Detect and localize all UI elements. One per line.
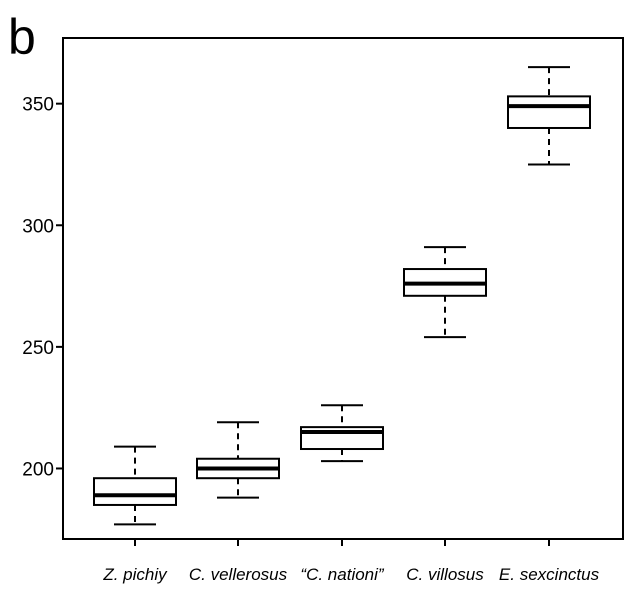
box-3 — [300, 404, 384, 463]
y-tick-label: 350 — [22, 95, 54, 116]
y-tick-label: 300 — [22, 216, 54, 237]
box-4 — [403, 246, 487, 339]
y-tick-label: 200 — [22, 459, 54, 480]
x-tick-label: “C. nationi” — [300, 565, 384, 584]
x-tick-label: C. vellerosus — [189, 565, 288, 584]
x-tick-label: C. villosus — [406, 565, 484, 584]
iqr-box — [507, 95, 591, 129]
y-axis: 200 250 300 350 — [22, 95, 63, 480]
x-tick-label: E. sexcinctus — [499, 565, 600, 584]
iqr-box — [93, 477, 177, 506]
x-axis: Z. pichiy C. vellerosus “C. nationi” C. vil… — [102, 539, 600, 584]
boxes-group — [93, 66, 591, 526]
x-tick-label: Z. pichiy — [102, 565, 168, 584]
box-5 — [507, 66, 591, 166]
panel-label: b — [8, 9, 36, 65]
y-tick-label: 250 — [22, 338, 54, 359]
box-2 — [196, 421, 280, 499]
box-1 — [93, 445, 177, 526]
